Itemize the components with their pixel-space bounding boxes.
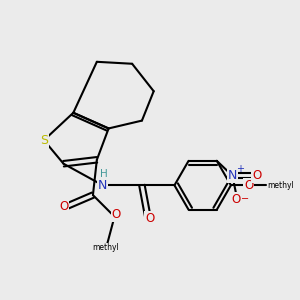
Text: O: O (252, 169, 261, 182)
Text: methyl: methyl (267, 181, 294, 190)
Text: N: N (98, 179, 107, 192)
Text: O: O (112, 208, 121, 221)
Text: methyl: methyl (92, 244, 119, 253)
Text: +: + (236, 164, 244, 174)
Text: O: O (232, 193, 241, 206)
Text: N: N (228, 169, 237, 182)
Text: O: O (244, 179, 253, 192)
Text: H: H (100, 169, 108, 179)
Text: O: O (59, 200, 68, 213)
Text: −: − (241, 194, 249, 204)
Text: O: O (145, 212, 154, 225)
Text: S: S (40, 134, 48, 147)
